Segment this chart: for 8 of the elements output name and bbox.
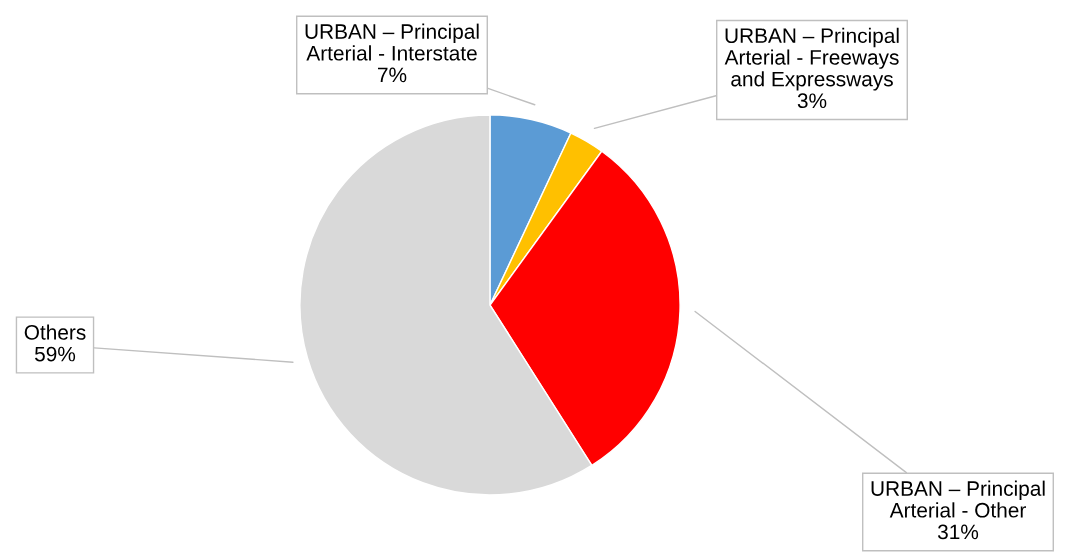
data-label: 7% <box>378 67 407 83</box>
slice-label: Others <box>24 324 86 340</box>
data-label: 31% <box>937 524 979 540</box>
data-label: 59% <box>34 346 76 362</box>
data-label: 3% <box>797 93 827 109</box>
slice-label: URBAN – Principal Arterial - Interstate <box>305 23 479 61</box>
slice-label: URBAN – Principal Arterial - Freeways and Expressways <box>724 27 899 91</box>
slice-label: URBAN – Principal Arterial - Other <box>871 480 1045 518</box>
